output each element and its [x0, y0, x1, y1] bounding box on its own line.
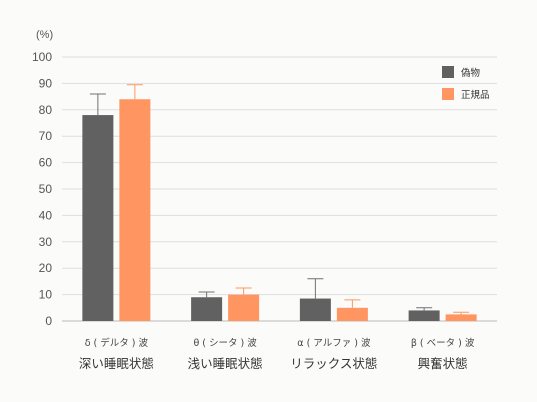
error-bars — [89, 84, 470, 315]
bar — [119, 99, 151, 322]
legend-swatch — [442, 66, 454, 78]
legend-label: 偽物 — [461, 67, 481, 79]
category-label-state: リラックス状態 — [290, 356, 377, 371]
y-tick-labels: 0 10 20 30 40 50 60 70 80 90 100 — [32, 50, 52, 328]
y-tick-label: 50 — [39, 182, 53, 196]
y-tick-label: 10 — [39, 288, 53, 302]
category-label-state: 深い睡眠状態 — [79, 356, 154, 371]
bar — [445, 314, 477, 321]
category-label-wave: β ( ベータ ) 波 — [411, 337, 475, 349]
y-tick-label: 80 — [39, 103, 53, 117]
bar — [299, 298, 331, 321]
category-label-state: 浅い睡眠状態 — [188, 356, 263, 371]
y-tick-label: 0 — [45, 314, 52, 328]
y-tick-label: 90 — [39, 76, 53, 90]
y-tick-label: 100 — [32, 50, 52, 64]
legend-swatch — [442, 88, 454, 100]
y-tick-label: 30 — [39, 235, 53, 249]
y-tick-label: 70 — [39, 129, 53, 143]
y-unit-label: (%) — [36, 29, 53, 41]
bar — [228, 294, 260, 321]
bar — [336, 307, 368, 321]
y-tick-label: 60 — [39, 156, 53, 170]
bars — [82, 99, 477, 322]
y-tick-label: 40 — [39, 208, 53, 222]
category-label-wave: θ ( シータ ) 波 — [193, 337, 257, 349]
bar — [191, 297, 223, 321]
category-label-wave: δ ( デルタ ) 波 — [85, 337, 149, 349]
bar — [408, 310, 440, 321]
category-label-wave: α ( アルファ ) 波 — [297, 337, 371, 349]
y-tick-label: 20 — [39, 261, 53, 275]
category-label-state: 興奮状態 — [418, 356, 468, 371]
legend-label: 正規品 — [461, 90, 490, 101]
bar — [82, 115, 114, 321]
